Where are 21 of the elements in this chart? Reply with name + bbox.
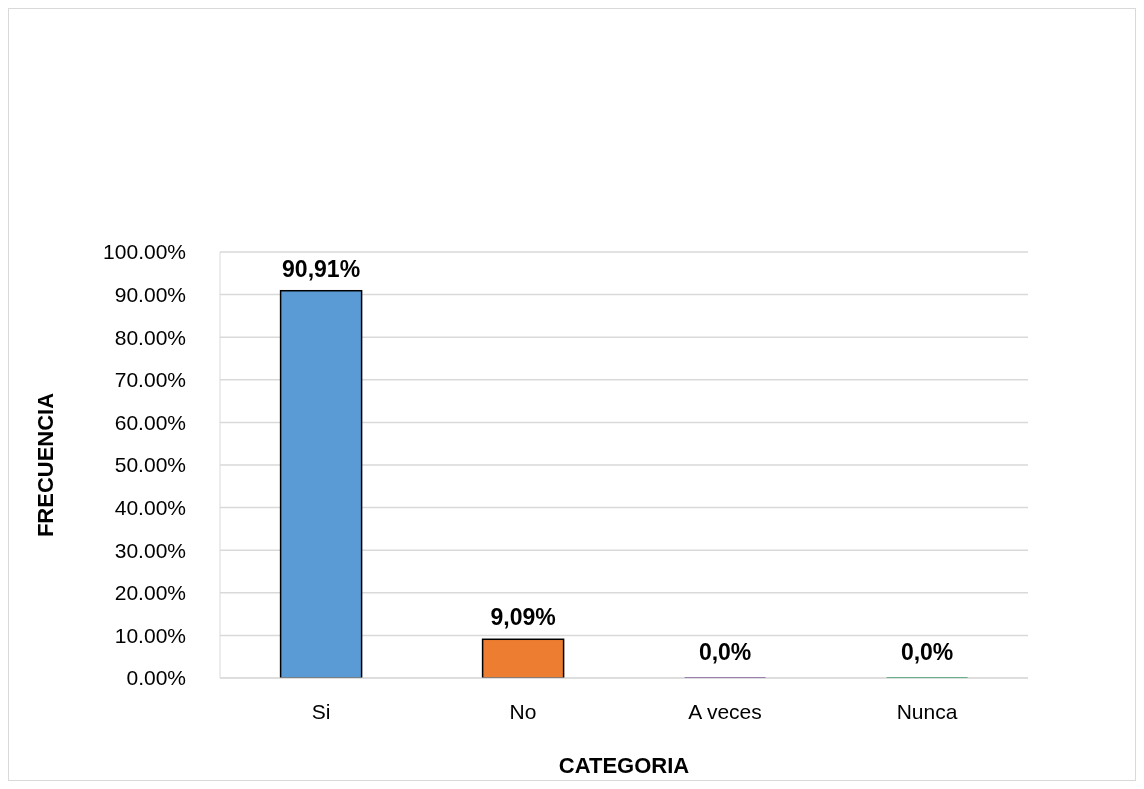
y-axis-title: FRECUENCIA <box>32 392 58 538</box>
y-tick-label: 70.00% <box>114 368 186 392</box>
y-tick-label: 100.00% <box>103 240 186 264</box>
data-label: 90,91% <box>282 255 361 282</box>
data-label: 9,09% <box>490 604 556 631</box>
x-tick-label: Nunca <box>896 699 958 723</box>
y-tick-label: 40.00% <box>114 496 186 520</box>
y-tick-label: 80.00% <box>114 325 186 349</box>
y-tick-label: 30.00% <box>114 538 186 562</box>
y-tick-label: 0.00% <box>126 666 186 690</box>
data-label: 0,0% <box>698 639 752 665</box>
y-tick-label: 10.00% <box>114 623 186 647</box>
x-axis-title: CATEGORIA <box>558 753 690 778</box>
x-tick-label: Si <box>311 699 331 723</box>
y-tick-label: 50.00% <box>114 453 186 477</box>
y-tick-label: 60.00% <box>114 410 186 434</box>
y-tick-label: 20.00% <box>114 581 186 605</box>
data-label: 0,0% <box>900 639 954 665</box>
x-tick-label: A veces <box>688 699 762 723</box>
x-tick-label: No <box>509 699 537 723</box>
y-tick-label: 90.00% <box>114 283 186 307</box>
